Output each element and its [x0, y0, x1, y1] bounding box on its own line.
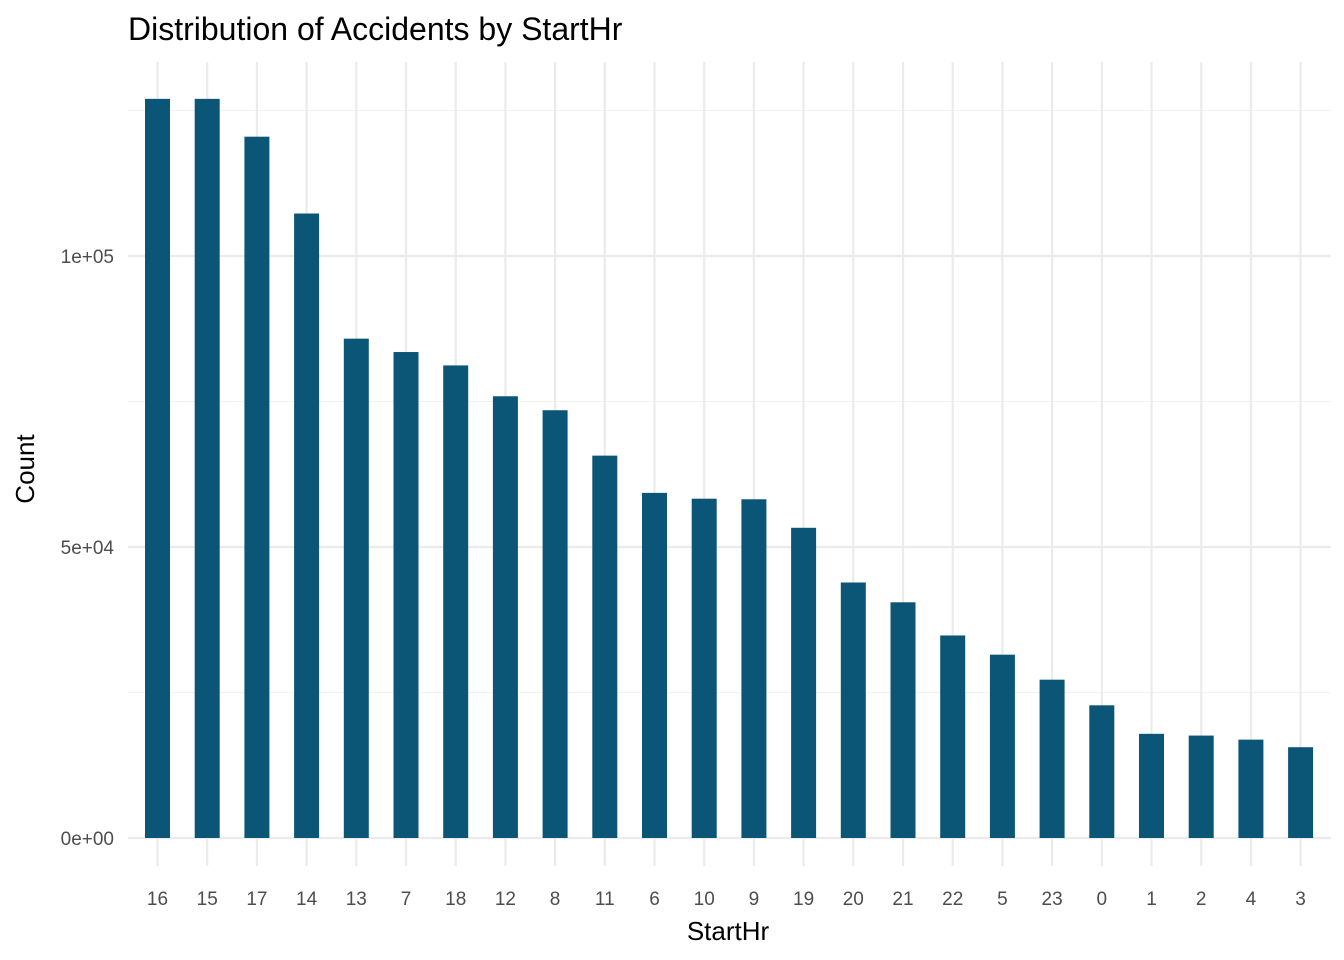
bar-7: [393, 352, 419, 838]
bar-13: [343, 338, 369, 838]
bar-20: [840, 582, 866, 838]
x-tick-label: 12: [495, 889, 516, 910]
bar-2: [1188, 735, 1214, 838]
x-tick-label: 20: [843, 889, 864, 910]
y-tick-label: 5e+04: [61, 538, 115, 559]
bar-19: [791, 527, 817, 838]
x-tick-label: 4: [1246, 889, 1257, 910]
bar-14: [294, 213, 320, 838]
bar-23: [1039, 679, 1065, 838]
y-axis-title: Count: [10, 434, 40, 504]
x-axis-title: StartHr: [687, 916, 770, 946]
x-tick-label: 5: [997, 889, 1008, 910]
bar-8: [542, 410, 568, 838]
chart-title: Distribution of Accidents by StartHr: [128, 11, 623, 47]
x-axis-ticks: 16 15 17 14 13 7 18 12 8 11 6 10 9 19 20 21 22 5 23 0 1 2 4 3: [147, 889, 1306, 910]
x-tick-label: 10: [694, 889, 715, 910]
x-tick-label: 2: [1196, 889, 1207, 910]
x-tick-label: 11: [595, 889, 615, 910]
bar-11: [592, 455, 618, 838]
x-tick-label: 0: [1097, 889, 1108, 910]
x-tick-label: 1: [1146, 889, 1157, 910]
x-tick-label: 23: [1042, 889, 1063, 910]
bar-4: [1238, 739, 1264, 838]
bar-21: [890, 602, 916, 838]
x-tick-label: 8: [550, 889, 561, 910]
x-tick-label: 17: [246, 889, 267, 910]
x-tick-label: 15: [197, 889, 218, 910]
x-tick-label: 14: [296, 889, 318, 910]
x-tick-label: 19: [793, 889, 814, 910]
bar-10: [691, 498, 717, 838]
x-tick-label: 13: [346, 889, 367, 910]
bar-12: [492, 396, 518, 838]
bar-6: [642, 492, 667, 838]
x-tick-label: 6: [649, 889, 660, 910]
bar-15: [194, 98, 220, 839]
bar-17: [244, 136, 270, 838]
x-tick-label: 16: [147, 889, 168, 910]
bars: [145, 98, 1314, 839]
bar-18: [443, 365, 469, 838]
bar-9: [741, 499, 767, 838]
bar-5: [989, 654, 1015, 838]
x-tick-label: 7: [401, 889, 412, 910]
x-tick-label: 21: [892, 889, 913, 910]
bar-3: [1288, 747, 1314, 838]
x-tick-label: 3: [1295, 889, 1306, 910]
bar-22: [940, 635, 966, 838]
y-axis-ticks: 0e+00 5e+04 1e+05: [61, 247, 115, 850]
bar-1: [1139, 733, 1164, 838]
x-tick-label: 9: [749, 889, 760, 910]
bar-16: [145, 98, 170, 839]
bar-0: [1089, 705, 1115, 838]
y-tick-label: 1e+05: [61, 247, 114, 268]
x-tick-label: 22: [942, 889, 963, 910]
x-tick-label: 18: [445, 889, 466, 910]
y-tick-label: 0e+00: [61, 829, 114, 850]
